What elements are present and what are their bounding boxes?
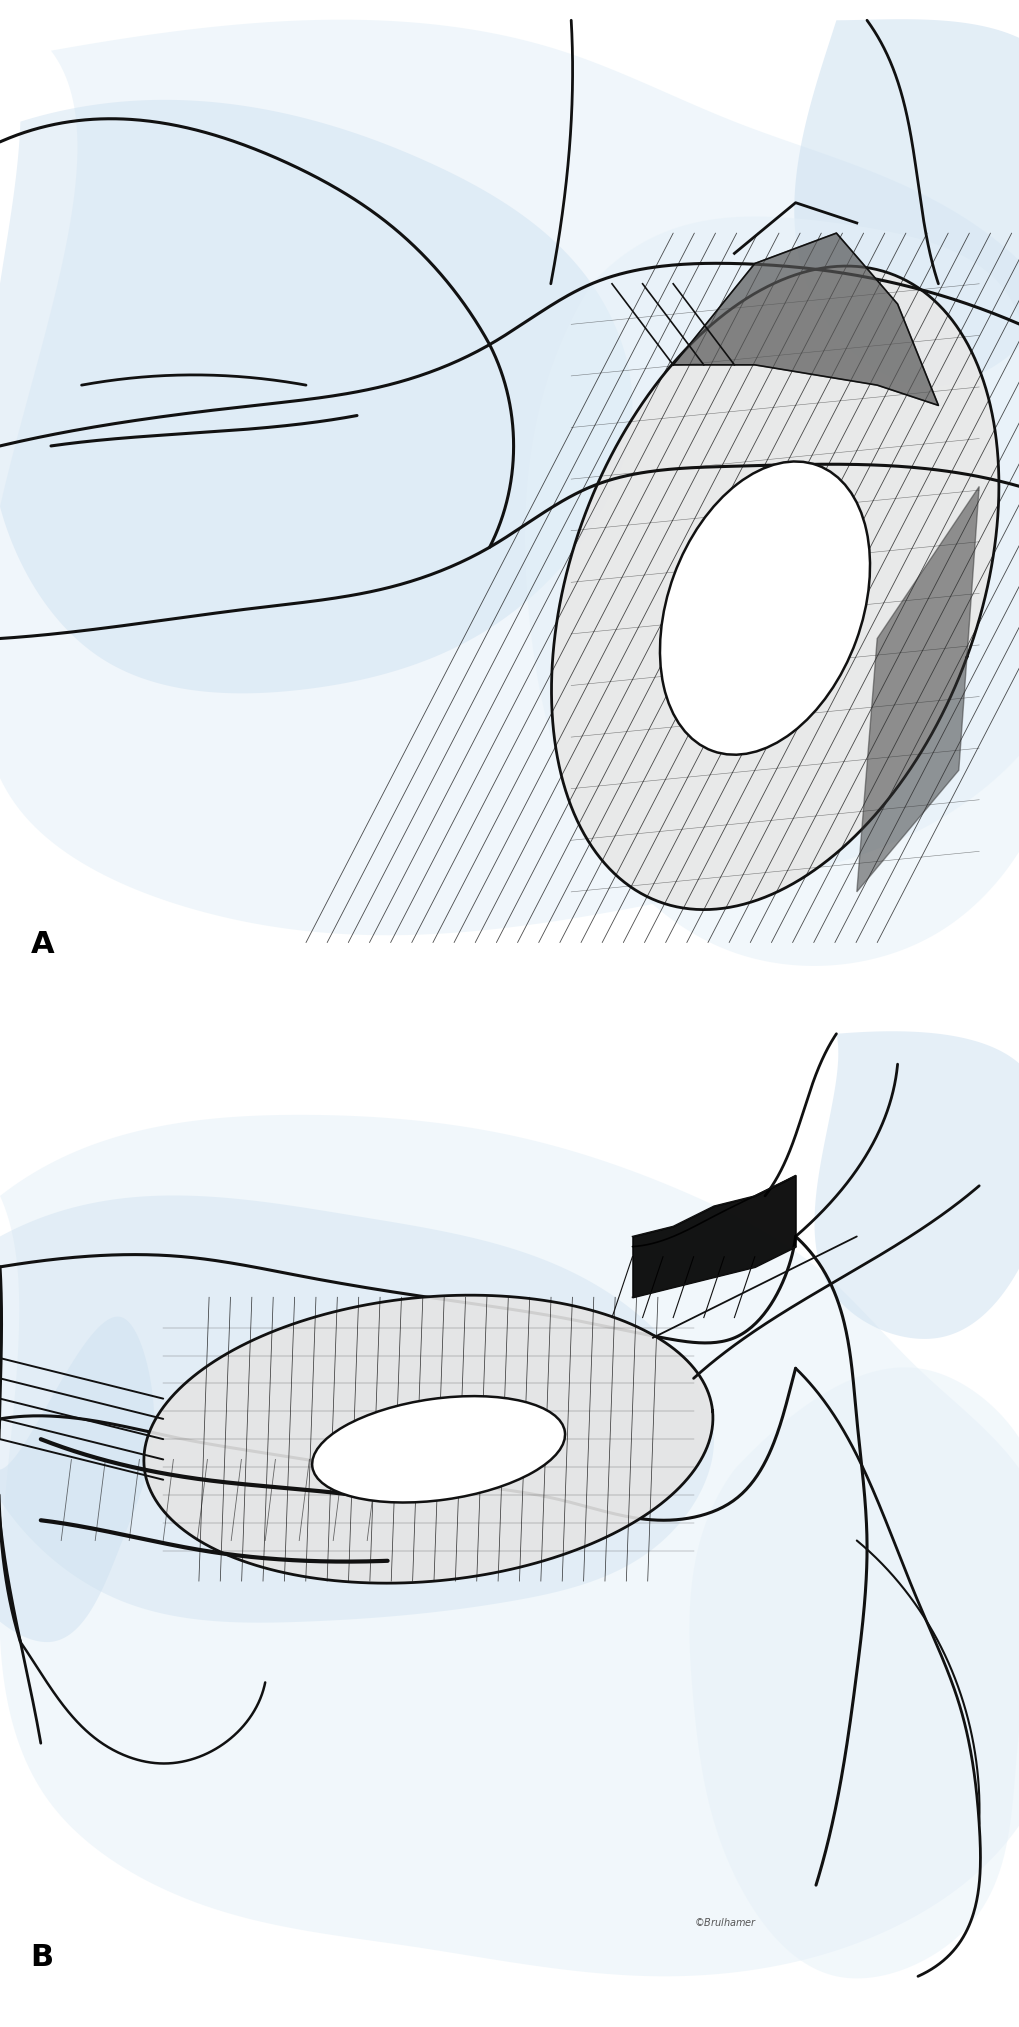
Polygon shape bbox=[673, 233, 937, 405]
Polygon shape bbox=[0, 1196, 713, 1624]
Polygon shape bbox=[0, 20, 1019, 934]
Polygon shape bbox=[689, 1368, 1019, 1978]
Ellipse shape bbox=[659, 462, 869, 754]
Polygon shape bbox=[0, 1318, 154, 1642]
Polygon shape bbox=[856, 486, 978, 892]
Polygon shape bbox=[525, 217, 1019, 967]
Polygon shape bbox=[0, 99, 632, 693]
Text: B: B bbox=[31, 1944, 54, 1972]
Polygon shape bbox=[551, 266, 998, 910]
Text: $\copyright$Brulhamer: $\copyright$Brulhamer bbox=[693, 1916, 756, 1928]
Polygon shape bbox=[144, 1295, 712, 1583]
Polygon shape bbox=[814, 1032, 1019, 1340]
Text: A: A bbox=[31, 930, 54, 959]
Polygon shape bbox=[0, 1115, 1019, 1976]
Ellipse shape bbox=[312, 1397, 565, 1502]
Polygon shape bbox=[794, 18, 1019, 385]
